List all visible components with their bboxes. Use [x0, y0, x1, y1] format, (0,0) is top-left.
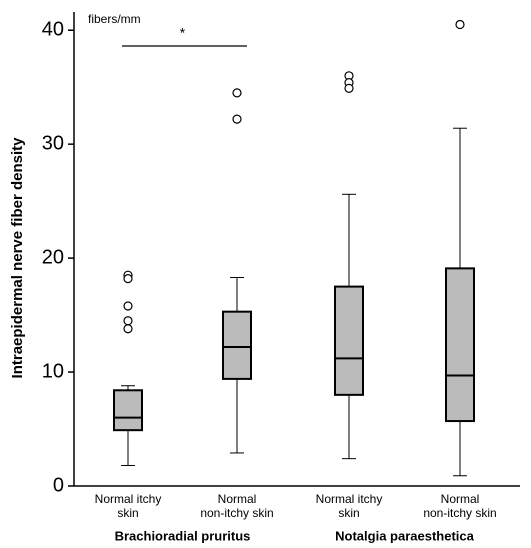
y-tick-label: 0: [53, 474, 64, 496]
outlier: [232, 88, 242, 98]
y-tick-label: 30: [42, 132, 64, 154]
y-tick-label: 40: [42, 19, 64, 41]
x-tick-label: Normal: [218, 492, 257, 506]
outlier: [344, 83, 354, 93]
box: [222, 310, 252, 380]
x-tick-label: Normal itchy: [316, 492, 383, 506]
group-label: Notalgia paraesthetica: [335, 528, 474, 543]
outlier: [123, 324, 133, 334]
x-tick-label: non-itchy skin: [423, 506, 496, 520]
outlier: [123, 316, 133, 326]
outlier: [455, 19, 465, 30]
box: [334, 285, 364, 396]
x-tick-label: skin: [338, 506, 359, 520]
outlier: [123, 274, 133, 284]
y-tick-label: 10: [42, 360, 64, 382]
x-tick-label: non-itchy skin: [200, 506, 273, 520]
outlier: [123, 301, 133, 311]
outlier: [232, 114, 242, 124]
box: [113, 389, 143, 432]
box: [445, 267, 475, 423]
x-tick-label: Normal: [441, 492, 480, 506]
y-tick-label: 20: [42, 246, 64, 268]
y-axis-label: Intraepidermal nerve fiber density: [9, 137, 26, 379]
significance-label: *: [180, 25, 186, 41]
unit-label: fibers/mm: [88, 12, 141, 26]
x-tick-label: Normal itchy: [95, 492, 162, 506]
group-label: Brachioradial pruritus: [115, 528, 251, 543]
x-tick-label: skin: [117, 506, 138, 520]
